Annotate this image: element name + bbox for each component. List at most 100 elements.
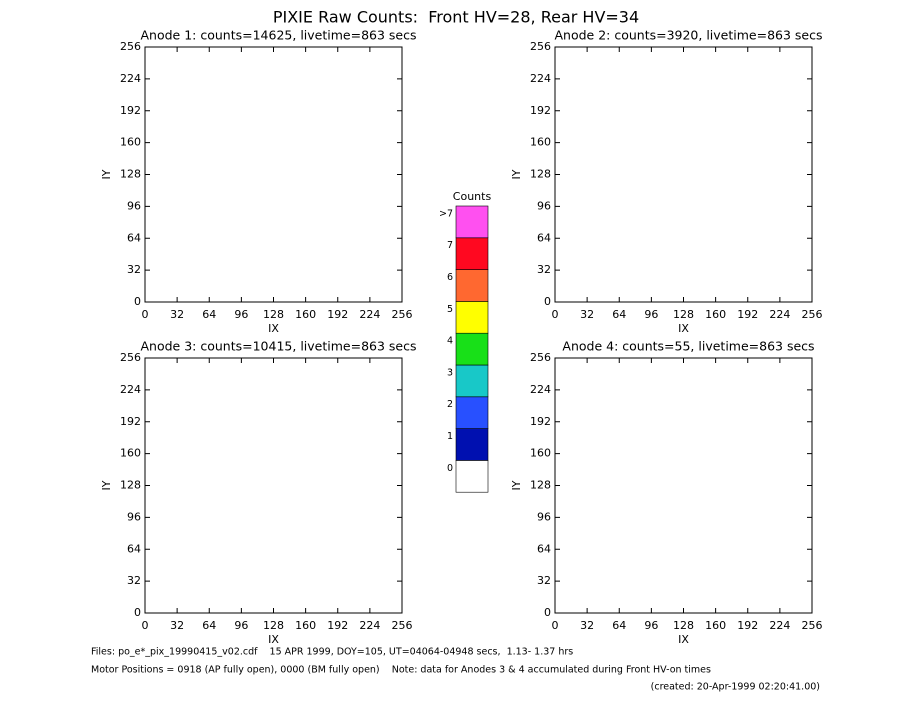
- y-tick-label: 160: [530, 136, 551, 149]
- y-tick-label: 128: [530, 479, 551, 492]
- plot-frame: [554, 46, 813, 303]
- x-tick-label: 256: [802, 308, 823, 321]
- x-tick-label: 128: [673, 619, 694, 632]
- y-tick-label: 96: [537, 199, 551, 212]
- x-tick-label: 64: [202, 619, 216, 632]
- x-tick-label: 64: [202, 308, 216, 321]
- y-tick-label: 160: [120, 136, 141, 149]
- y-tick-label: 128: [530, 168, 551, 181]
- x-tick-label: 64: [612, 619, 626, 632]
- y-tick-label: 128: [120, 479, 141, 492]
- colorbar-label: 3: [447, 367, 453, 378]
- y-axis-label: IY: [510, 480, 523, 490]
- colorbar-label: 7: [447, 240, 453, 251]
- y-tick-label: 256: [530, 40, 551, 53]
- y-tick-label: 192: [120, 415, 141, 428]
- x-tick-label: 256: [392, 308, 413, 321]
- x-tick-label: 32: [580, 308, 594, 321]
- x-tick-label: 256: [392, 619, 413, 632]
- plot-frame: [144, 46, 403, 303]
- y-tick-label: 0: [544, 295, 551, 308]
- figure-title: PIXIE Raw Counts: Front HV=28, Rear HV=3…: [273, 8, 639, 27]
- x-tick-label: 192: [327, 308, 348, 321]
- x-tick-label: 96: [234, 619, 248, 632]
- y-tick-label: 64: [537, 231, 551, 244]
- y-tick-label: 160: [530, 447, 551, 460]
- y-tick-label: 224: [530, 72, 551, 85]
- colorbar-label: 5: [447, 304, 453, 315]
- y-tick-label: 192: [530, 415, 551, 428]
- x-tick-label: 96: [234, 308, 248, 321]
- y-tick-label: 256: [120, 40, 141, 53]
- y-axis-label: IY: [510, 169, 523, 179]
- y-tick-label: 64: [537, 542, 551, 555]
- y-tick-label: 160: [120, 447, 141, 460]
- x-axis-label: IX: [678, 322, 689, 335]
- x-tick-label: 96: [644, 308, 658, 321]
- y-tick-label: 256: [530, 351, 551, 364]
- x-tick-label: 160: [705, 308, 726, 321]
- colorbar-title: Counts: [453, 190, 492, 203]
- y-tick-label: 192: [120, 104, 141, 117]
- colorbar-swatch: [455, 269, 489, 302]
- x-tick-label: 224: [359, 619, 380, 632]
- y-tick-label: 32: [127, 263, 141, 276]
- x-tick-label: 160: [295, 619, 316, 632]
- y-tick-label: 96: [127, 199, 141, 212]
- colorbar-swatch: [455, 364, 489, 398]
- footer-created: (created: 20-Apr-1999 02:20:41.00): [651, 682, 820, 693]
- y-tick-label: 0: [134, 606, 141, 619]
- colorbar-label: 4: [447, 336, 453, 347]
- y-tick-label: 32: [537, 574, 551, 587]
- x-tick-label: 224: [769, 308, 790, 321]
- x-tick-label: 128: [673, 308, 694, 321]
- y-tick-label: 0: [134, 295, 141, 308]
- colorbar-swatch: [455, 396, 489, 429]
- panel-title: Anode 3: counts=10415, livetime=863 secs: [141, 339, 417, 354]
- y-tick-label: 32: [127, 574, 141, 587]
- y-tick-label: 32: [537, 263, 551, 276]
- x-tick-label: 224: [769, 619, 790, 632]
- x-tick-label: 0: [142, 619, 149, 632]
- colorbar-swatch: [455, 332, 489, 366]
- colorbar-label: 1: [447, 431, 453, 442]
- x-tick-label: 0: [552, 308, 559, 321]
- x-axis-label: IX: [268, 322, 279, 335]
- x-tick-label: 32: [170, 619, 184, 632]
- y-tick-label: 96: [127, 510, 141, 523]
- x-tick-label: 192: [737, 308, 758, 321]
- y-tick-label: 64: [127, 542, 141, 555]
- colorbar-swatch: [455, 237, 489, 270]
- x-tick-label: 0: [552, 619, 559, 632]
- footer-motor: Motor Positions = 0918 (AP fully open), …: [91, 665, 711, 676]
- y-tick-label: 64: [127, 231, 141, 244]
- panel-title: Anode 1: counts=14625, livetime=863 secs: [141, 28, 417, 43]
- x-tick-label: 32: [170, 308, 184, 321]
- colorbar-swatch: [455, 205, 489, 239]
- panel-title: Anode 2: counts=3920, livetime=863 secs: [554, 28, 822, 43]
- y-tick-label: 96: [537, 510, 551, 523]
- plot-frame: [144, 357, 403, 614]
- colorbar-swatch: [455, 460, 489, 493]
- plot-frame: [554, 357, 813, 614]
- x-tick-label: 96: [644, 619, 658, 632]
- x-axis-label: IX: [678, 633, 689, 646]
- colorbar-swatch: [455, 428, 489, 461]
- y-axis-label: IY: [100, 169, 113, 179]
- y-tick-label: 224: [120, 72, 141, 85]
- y-tick-label: 0: [544, 606, 551, 619]
- x-tick-label: 128: [263, 619, 284, 632]
- colorbar-label: >7: [439, 208, 453, 219]
- colorbar-label: 2: [447, 399, 453, 410]
- colorbar-swatch: [455, 301, 489, 334]
- panel-title: Anode 4: counts=55, livetime=863 secs: [562, 339, 814, 354]
- x-tick-label: 0: [142, 308, 149, 321]
- y-tick-label: 224: [120, 383, 141, 396]
- x-tick-label: 192: [737, 619, 758, 632]
- x-tick-label: 224: [359, 308, 380, 321]
- y-tick-label: 128: [120, 168, 141, 181]
- y-tick-label: 256: [120, 351, 141, 364]
- x-tick-label: 160: [705, 619, 726, 632]
